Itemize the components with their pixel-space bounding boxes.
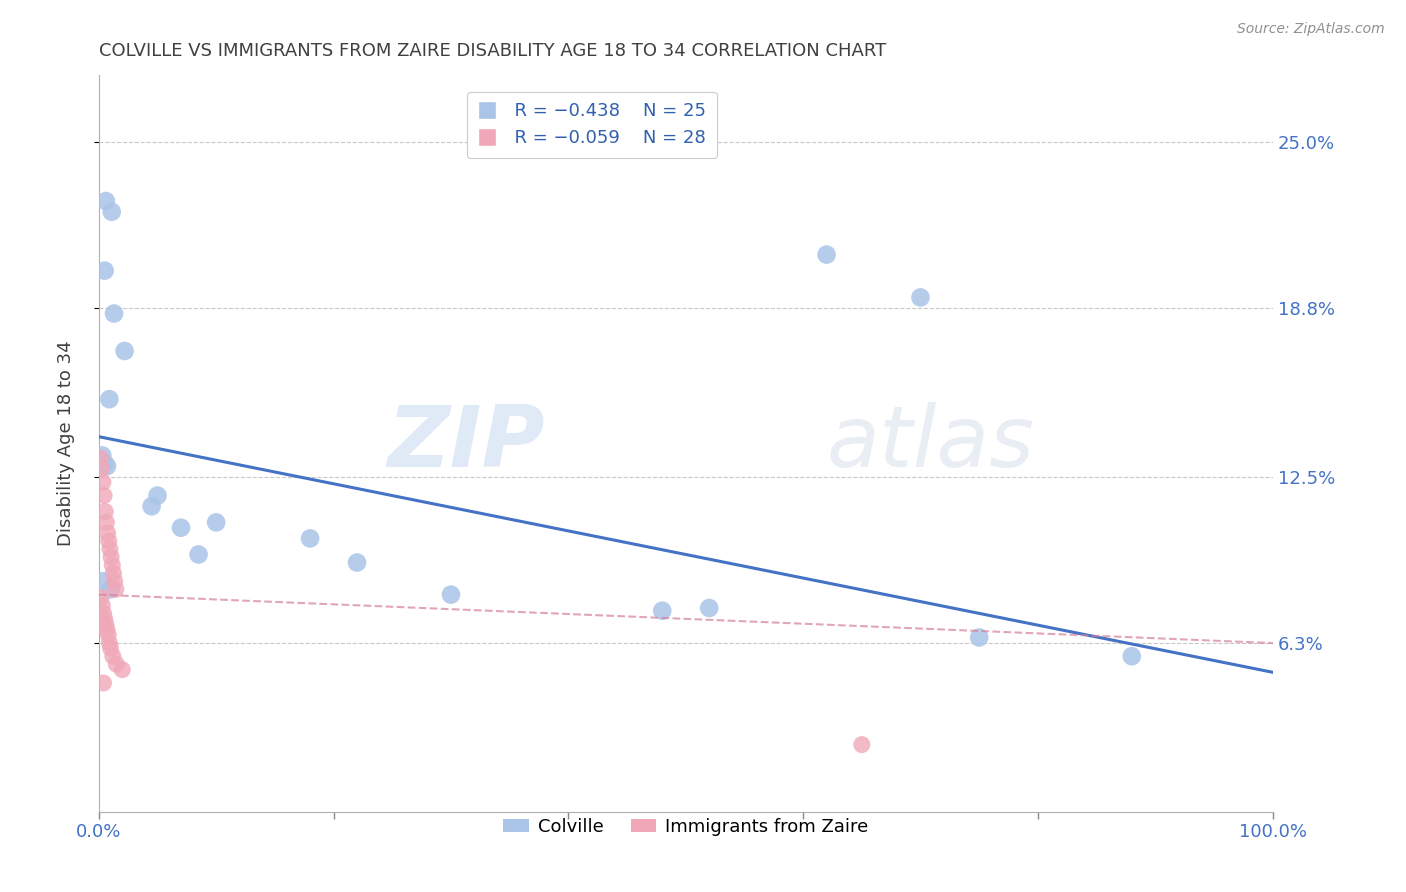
Point: [141, 500, 163, 514]
Point: [98, 392, 121, 407]
Point: [100, 641, 122, 656]
Point: [97, 628, 120, 642]
Point: [104, 582, 127, 597]
Point: [105, 657, 128, 672]
Point: [815, 247, 838, 261]
Text: Source: ZipAtlas.com: Source: ZipAtlas.com: [1237, 22, 1385, 37]
Legend: Colville, Immigrants from Zaire: Colville, Immigrants from Zaire: [496, 811, 876, 843]
Point: [91, 449, 114, 463]
Point: [93, 489, 115, 503]
Point: [93, 263, 115, 277]
Point: [90, 462, 112, 476]
Point: [146, 489, 169, 503]
Point: [93, 574, 115, 589]
Point: [97, 526, 120, 541]
Point: [98, 542, 121, 557]
Text: ZIP: ZIP: [387, 402, 546, 485]
Point: [93, 607, 115, 621]
Point: [851, 738, 873, 752]
Point: [101, 558, 124, 573]
Point: [91, 475, 114, 490]
Text: COLVILLE VS IMMIGRANTS FROM ZAIRE DISABILITY AGE 18 TO 34 CORRELATION CHART: COLVILLE VS IMMIGRANTS FROM ZAIRE DISABI…: [98, 42, 886, 60]
Point: [1121, 649, 1143, 664]
Y-axis label: Disability Age 18 to 34: Disability Age 18 to 34: [58, 341, 75, 546]
Point: [93, 676, 115, 690]
Point: [96, 516, 118, 530]
Point: [100, 204, 122, 219]
Point: [93, 612, 115, 626]
Point: [90, 451, 112, 466]
Point: [114, 343, 136, 358]
Point: [103, 566, 125, 581]
Point: [100, 582, 122, 597]
Point: [94, 505, 117, 519]
Point: [96, 459, 118, 474]
Point: [187, 548, 209, 562]
Point: [651, 604, 673, 618]
Text: atlas: atlas: [827, 402, 1035, 485]
Point: [91, 599, 114, 613]
Point: [440, 588, 463, 602]
Point: [100, 550, 122, 565]
Point: [697, 601, 720, 615]
Point: [967, 631, 990, 645]
Point: [111, 663, 134, 677]
Point: [910, 290, 932, 304]
Point: [101, 649, 124, 664]
Point: [104, 574, 127, 589]
Point: [96, 623, 118, 637]
Point: [90, 591, 112, 605]
Point: [98, 636, 121, 650]
Point: [97, 534, 120, 549]
Point: [103, 306, 125, 320]
Point: [94, 617, 117, 632]
Point: [170, 521, 193, 535]
Point: [205, 516, 228, 530]
Point: [346, 556, 368, 570]
Point: [94, 194, 117, 208]
Point: [93, 457, 115, 471]
Point: [299, 532, 322, 546]
